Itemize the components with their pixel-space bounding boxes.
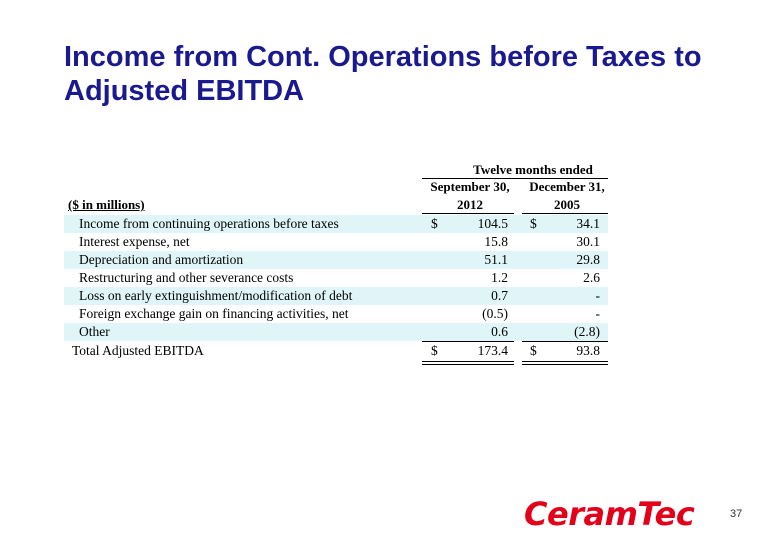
row-label: Other [79,324,110,339]
value-col-2: (2.8) [574,324,600,339]
value-col-2: 34.1 [576,216,600,231]
value-col-1: 0.7 [491,288,508,303]
subtotal-line-col-1 [422,341,514,342]
column-header-1-line1: September 30, [430,179,510,194]
total-label: Total Adjusted EBITDA [72,343,204,358]
column-1-header-underline [422,213,514,214]
value-col-2: - [595,288,601,303]
row-label: Restructuring and other severance costs [79,270,294,285]
row-label: Depreciation and amortization [79,252,244,267]
currency-symbol: $ [431,343,438,358]
currency-symbol: $ [530,216,537,231]
value-col-1: (0.5) [482,306,508,321]
value-col-2: 29.8 [576,252,600,267]
period-header-underline [422,178,608,179]
value-col-2: 2.6 [583,270,600,285]
table-row: Other 0.6 (2.8) [64,323,608,341]
row-label: Income from continuing operations before… [79,216,339,231]
value-col-1: 1.2 [491,270,508,285]
period-header: Twelve months ended [473,162,593,177]
ceramtec-logo: CeramTec [524,495,695,533]
value-col-1: 15.8 [484,234,508,249]
total-row: Total Adjusted EBITDA $ 173.4 $ 93.8 [64,342,608,360]
value-col-1: 104.5 [477,216,508,231]
value-col-2: 30.1 [576,234,600,249]
row-label: Loss on early extinguishment/modificatio… [79,288,353,303]
total-value-col-1: 173.4 [477,343,508,358]
units-label: ($ in millions) [68,197,145,212]
currency-symbol: $ [530,343,537,358]
currency-symbol: $ [431,216,438,231]
total-double-underline-col-1 [422,361,514,365]
column-header-1-line2: 2012 [457,197,483,212]
value-col-1: 0.6 [491,324,508,339]
subtotal-line-col-2 [522,341,608,342]
total-value-col-2: 93.8 [576,343,600,358]
column-2-header-underline [522,213,608,214]
row-label: Foreign exchange gain on financing activ… [79,306,349,321]
slide-title: Income from Cont. Operations before Taxe… [64,41,702,107]
table-row: Depreciation and amortization 51.1 29.8 [64,251,608,269]
total-double-underline-col-2 [522,361,608,365]
value-col-2: - [595,306,601,321]
table-row: Interest expense, net 15.8 30.1 [64,233,608,251]
page-number: 37 [730,508,743,520]
row-label: Interest expense, net [79,234,190,249]
table-row: Loss on early extinguishment/modificatio… [64,287,608,305]
value-col-1: 51.1 [484,252,508,267]
column-header-2-line2: 2005 [554,197,580,212]
table-row: Restructuring and other severance costs … [64,269,608,287]
table-row: Income from continuing operations before… [64,215,608,233]
column-header-2-line1: December 31, [529,179,605,194]
table-row: Foreign exchange gain on financing activ… [64,305,608,323]
